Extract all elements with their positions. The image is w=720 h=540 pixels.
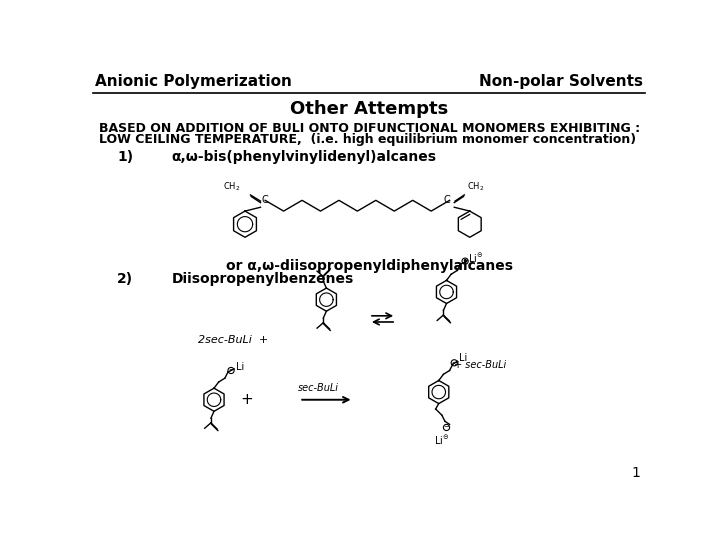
Text: LOW CEILING TEMPERATURE,  (i.e. high equilibrium monomer concentration): LOW CEILING TEMPERATURE, (i.e. high equi… [99, 133, 636, 146]
Text: Other Attempts: Other Attempts [290, 100, 448, 118]
Text: α,ω-bis(phenylvinylidenyl)alcanes: α,ω-bis(phenylvinylidenyl)alcanes [171, 150, 436, 164]
Text: 2): 2) [117, 272, 133, 286]
Text: sec-BuLi: sec-BuLi [298, 383, 339, 393]
Text: Diisopropenylbenzenes: Diisopropenylbenzenes [171, 272, 354, 286]
Text: −: − [451, 360, 457, 366]
Text: BASED ON ADDITION OF BULI ONTO DIFUNCTIONAL MONOMERS EXHIBITING :: BASED ON ADDITION OF BULI ONTO DIFUNCTIO… [99, 122, 640, 135]
Text: Li$^{\circleddash}$: Li$^{\circleddash}$ [434, 434, 449, 447]
Text: −: − [462, 258, 468, 264]
Text: C: C [444, 195, 451, 205]
Text: Li: Li [459, 353, 467, 363]
Text: Li$^{\circleddash}$: Li$^{\circleddash}$ [468, 252, 483, 265]
Text: 1: 1 [631, 466, 640, 480]
Text: −: − [444, 424, 449, 430]
Text: CH$_2$: CH$_2$ [467, 181, 484, 193]
Text: 2sec-BuLi  +: 2sec-BuLi + [199, 335, 269, 346]
Text: Non-polar Solvents: Non-polar Solvents [480, 74, 644, 89]
Text: CH$_2$: CH$_2$ [223, 181, 240, 193]
Text: C: C [261, 195, 268, 205]
Text: or α,ω-diisopropenyldiphenylalcanes: or α,ω-diisopropenyldiphenylalcanes [225, 259, 513, 273]
Text: +: + [240, 392, 253, 407]
Text: Li: Li [235, 362, 244, 373]
Text: Anionic Polymerization: Anionic Polymerization [94, 74, 292, 89]
Text: 1): 1) [117, 150, 133, 164]
Text: + sec-BuLi: + sec-BuLi [454, 360, 506, 370]
Text: −: − [228, 368, 234, 374]
